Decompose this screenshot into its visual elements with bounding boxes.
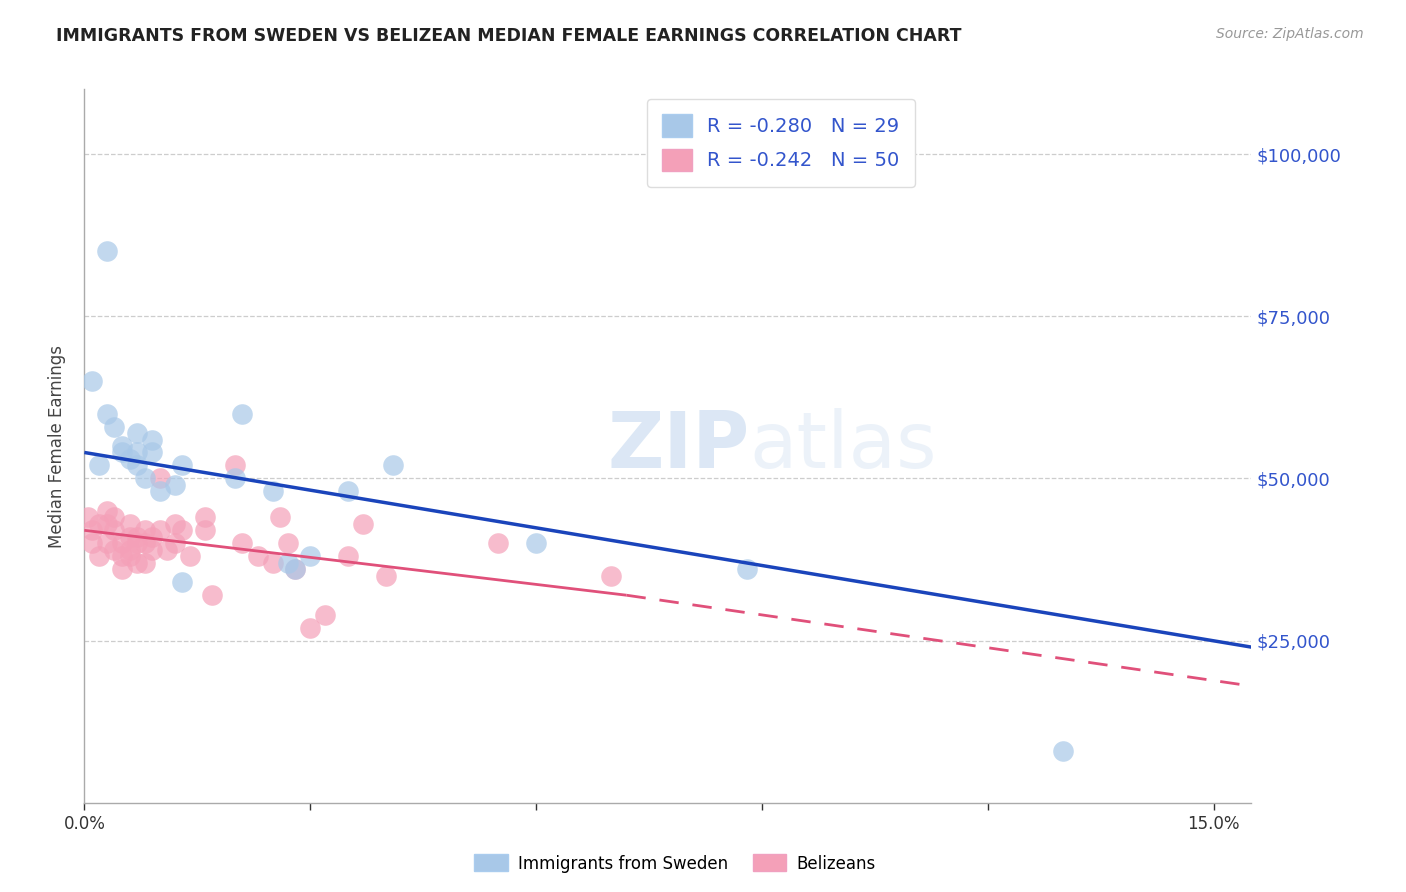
- Point: [284, 562, 307, 576]
- Point: [314, 607, 336, 622]
- Point: [163, 516, 186, 531]
- Point: [194, 524, 217, 538]
- Point: [80, 524, 103, 538]
- Point: [89, 549, 111, 564]
- Point: [246, 549, 269, 564]
- Point: [336, 549, 359, 564]
- Point: [118, 530, 141, 544]
- Point: [111, 439, 134, 453]
- Point: [224, 471, 246, 485]
- Point: [179, 549, 201, 564]
- Point: [141, 542, 163, 557]
- Text: atlas: atlas: [749, 408, 936, 484]
- Point: [299, 549, 322, 564]
- Text: IMMIGRANTS FROM SWEDEN VS BELIZEAN MEDIAN FEMALE EARNINGS CORRELATION CHART: IMMIGRANTS FROM SWEDEN VS BELIZEAN MEDIA…: [56, 27, 962, 45]
- Point: [89, 458, 111, 473]
- Point: [80, 374, 103, 388]
- Point: [125, 536, 148, 550]
- Text: ZIP: ZIP: [607, 408, 749, 484]
- Point: [111, 549, 134, 564]
- Point: [156, 542, 179, 557]
- Point: [201, 588, 224, 602]
- Point: [80, 536, 103, 550]
- Point: [277, 556, 299, 570]
- Point: [374, 568, 396, 582]
- Point: [134, 471, 156, 485]
- Point: [141, 530, 163, 544]
- Point: [141, 433, 163, 447]
- Point: [96, 504, 118, 518]
- Point: [149, 471, 172, 485]
- Point: [262, 556, 284, 570]
- Point: [262, 484, 284, 499]
- Point: [103, 542, 125, 557]
- Point: [118, 516, 141, 531]
- Point: [382, 458, 405, 473]
- Point: [125, 425, 148, 440]
- Point: [125, 458, 148, 473]
- Point: [224, 458, 246, 473]
- Text: Source: ZipAtlas.com: Source: ZipAtlas.com: [1216, 27, 1364, 41]
- Point: [172, 575, 194, 590]
- Point: [96, 516, 118, 531]
- Point: [524, 536, 547, 550]
- Point: [149, 524, 172, 538]
- Point: [1052, 744, 1074, 758]
- Point: [194, 510, 217, 524]
- Point: [111, 445, 134, 459]
- Point: [735, 562, 758, 576]
- Point: [134, 556, 156, 570]
- Point: [149, 484, 172, 499]
- Point: [103, 524, 125, 538]
- Point: [103, 510, 125, 524]
- Point: [284, 562, 307, 576]
- Point: [96, 244, 118, 259]
- Point: [172, 524, 194, 538]
- Point: [118, 549, 141, 564]
- Point: [231, 407, 253, 421]
- Point: [125, 556, 148, 570]
- Point: [231, 536, 253, 550]
- Point: [277, 536, 299, 550]
- Legend: Immigrants from Sweden, Belizeans: Immigrants from Sweden, Belizeans: [468, 847, 882, 880]
- Point: [89, 516, 111, 531]
- Point: [336, 484, 359, 499]
- Point: [134, 536, 156, 550]
- Point: [118, 542, 141, 557]
- Point: [299, 621, 322, 635]
- Point: [352, 516, 374, 531]
- Legend: R = -0.280   N = 29, R = -0.242   N = 50: R = -0.280 N = 29, R = -0.242 N = 50: [647, 99, 915, 186]
- Point: [141, 445, 163, 459]
- Point: [77, 510, 100, 524]
- Point: [96, 407, 118, 421]
- Point: [163, 536, 186, 550]
- Point: [111, 562, 134, 576]
- Point: [125, 530, 148, 544]
- Point: [163, 478, 186, 492]
- Point: [600, 568, 623, 582]
- Point: [172, 458, 194, 473]
- Point: [111, 536, 134, 550]
- Point: [134, 524, 156, 538]
- Point: [269, 510, 291, 524]
- Point: [103, 419, 125, 434]
- Point: [488, 536, 510, 550]
- Point: [96, 536, 118, 550]
- Point: [118, 452, 141, 467]
- Point: [125, 445, 148, 459]
- Y-axis label: Median Female Earnings: Median Female Earnings: [48, 344, 66, 548]
